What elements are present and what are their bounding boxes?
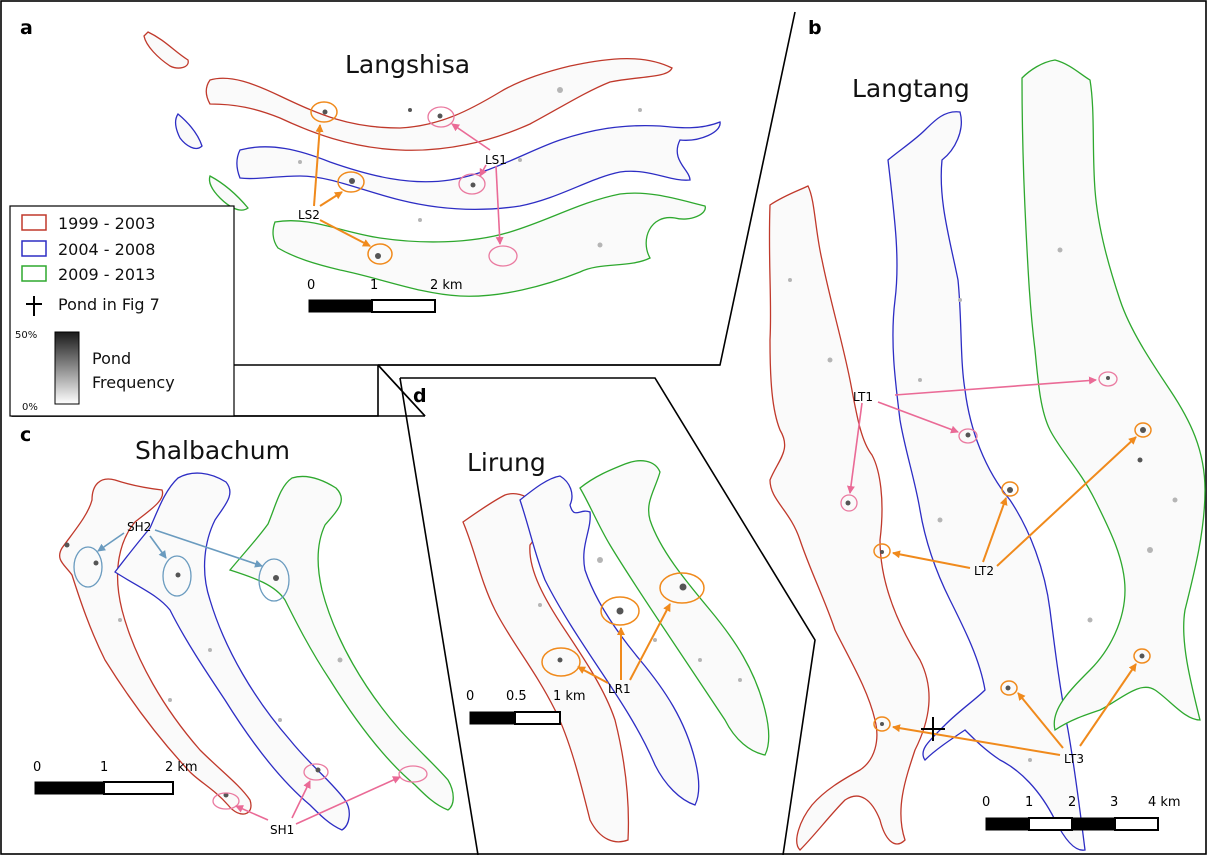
panel-a-scale-tick-1: 1 <box>370 278 378 293</box>
shalbachum-glacier-2004-2008 <box>114 472 350 831</box>
label-sh2: SH2 <box>127 520 151 534</box>
langshisa-ponds <box>298 87 642 259</box>
panel-d-scalebar: 0 0.5 1 km <box>466 689 586 725</box>
panel-b-scale-tick-3: 3 <box>1110 795 1118 810</box>
langshisa-outline-2009-2013-a <box>208 175 249 211</box>
panel-a-langshisa: a Langshisa <box>20 17 721 313</box>
ramp-max-label: 50% <box>15 330 37 341</box>
panel-a-title: Langshisa <box>345 50 470 79</box>
lirung-glacier-2004-2008 <box>519 475 700 806</box>
panel-c-letter: c <box>20 424 31 446</box>
panel-c-scalebar: 0 1 2 km <box>33 760 198 795</box>
legend: 1999 - 2003 2004 - 2008 2009 - 2013 Pond… <box>9 205 235 417</box>
legend-label-2004-2008: 2004 - 2008 <box>58 240 155 259</box>
langtang-ponds <box>788 247 1178 762</box>
panel-b-scale-tick-1: 1 <box>1025 795 1033 810</box>
panel-a-scale-tick-2: 2 km <box>430 278 463 293</box>
panel-d-title: Lirung <box>467 448 546 477</box>
panel-d-scale-tick-1: 0.5 <box>506 689 527 704</box>
ramp-title-line1: Pond <box>92 349 131 368</box>
legend-label-1999-2003: 1999 - 2003 <box>58 214 155 233</box>
fig7-pond-marker <box>921 717 945 741</box>
panel-d-lirung: d Lirung LR1 0 0.5 1 km <box>413 385 770 843</box>
pond-frequency-ramp <box>54 331 80 405</box>
langtang-glacier-2004-2008 <box>887 111 1086 851</box>
ramp-title-line2: Frequency <box>92 373 175 392</box>
legend-label-2009-2013: 2009 - 2013 <box>58 265 155 284</box>
panel-b-langtang: b Langtang <box>768 17 1206 851</box>
ramp-min-label: 0% <box>22 402 38 413</box>
panel-c-scale-tick-0: 0 <box>33 760 41 775</box>
shalbachum-glacier-2009-2013 <box>228 475 454 811</box>
panel-a-scalebar: 0 1 2 km <box>307 278 463 313</box>
pond-marker-icon <box>26 296 42 316</box>
panel-b-title: Langtang <box>852 74 970 103</box>
label-lr1: LR1 <box>608 682 631 696</box>
label-ls2: LS2 <box>298 208 320 222</box>
label-sh1: SH1 <box>270 823 294 837</box>
label-lt3: LT3 <box>1064 752 1084 766</box>
langshisa-outline-2004-2008-a <box>174 113 203 150</box>
panel-b-scale-tick-4: 4 km <box>1148 795 1181 810</box>
langshisa-glacier-2009-2013 <box>272 192 706 297</box>
legend-swatch-2009-2013 <box>21 265 47 282</box>
langtang-glacier-2009-2013 <box>1021 59 1206 732</box>
panel-b-scalebar: 0 1 2 3 4 km <box>982 795 1181 831</box>
shalbachum-glacier-1999-2003 <box>58 478 252 815</box>
langtang-glacier-1999-2003 <box>768 185 930 851</box>
legend-swatch-1999-2003 <box>21 214 47 231</box>
legend-swatch-2004-2008 <box>21 240 47 257</box>
lirung-glacier-2009-2013 <box>579 460 770 756</box>
panel-b-scale-tick-0: 0 <box>982 795 990 810</box>
panel-c-scale-tick-1: 1 <box>100 760 108 775</box>
panel-a-letter: a <box>20 17 33 39</box>
panel-d-scale-tick-2: 1 km <box>553 689 586 704</box>
panel-b-scale-tick-2: 2 <box>1068 795 1076 810</box>
label-ls1: LS1 <box>485 153 507 167</box>
lirung-ponds <box>538 557 742 682</box>
langshisa-outline-1999-2003 <box>143 31 189 69</box>
shalbachum-ponds <box>64 542 343 798</box>
label-lt1: LT1 <box>853 390 873 404</box>
panel-b-letter: b <box>808 17 822 39</box>
panel-d-scale-tick-0: 0 <box>466 689 474 704</box>
panel-c-scale-tick-2: 2 km <box>165 760 198 775</box>
panel-c-title: Shalbachum <box>135 436 290 465</box>
panel-d-letter: d <box>413 385 427 407</box>
legend-pond-marker-label: Pond in Fig 7 <box>58 295 160 314</box>
label-lt2: LT2 <box>974 564 994 578</box>
panel-a-scale-tick-0: 0 <box>307 278 315 293</box>
panel-c-shalbachum: c Shalbachum SH2 SH1 <box>20 424 454 837</box>
